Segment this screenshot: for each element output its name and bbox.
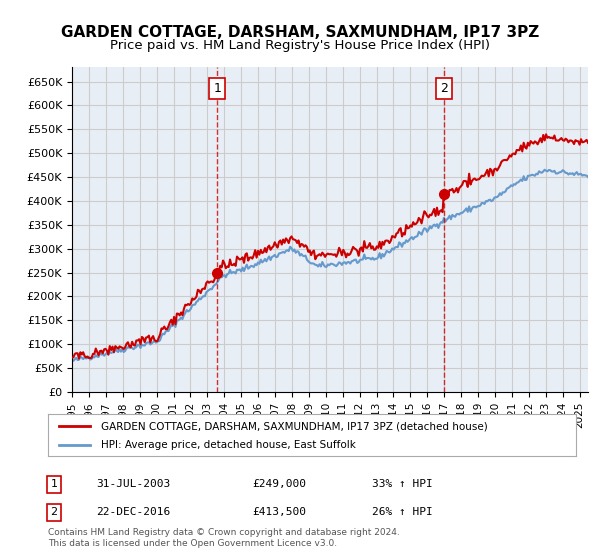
Text: Contains HM Land Registry data © Crown copyright and database right 2024.
This d: Contains HM Land Registry data © Crown c…	[48, 528, 400, 548]
Text: Price paid vs. HM Land Registry's House Price Index (HPI): Price paid vs. HM Land Registry's House …	[110, 39, 490, 52]
Text: 26% ↑ HPI: 26% ↑ HPI	[372, 507, 433, 517]
Text: 1: 1	[213, 82, 221, 95]
Text: GARDEN COTTAGE, DARSHAM, SAXMUNDHAM, IP17 3PZ (detached house): GARDEN COTTAGE, DARSHAM, SAXMUNDHAM, IP1…	[101, 421, 488, 431]
Text: £413,500: £413,500	[252, 507, 306, 517]
Text: 1: 1	[50, 479, 58, 489]
Text: 33% ↑ HPI: 33% ↑ HPI	[372, 479, 433, 489]
Text: GARDEN COTTAGE, DARSHAM, SAXMUNDHAM, IP17 3PZ: GARDEN COTTAGE, DARSHAM, SAXMUNDHAM, IP1…	[61, 25, 539, 40]
Text: 2: 2	[440, 82, 448, 95]
Text: HPI: Average price, detached house, East Suffolk: HPI: Average price, detached house, East…	[101, 440, 356, 450]
Text: 31-JUL-2003: 31-JUL-2003	[96, 479, 170, 489]
Text: 2: 2	[50, 507, 58, 517]
Text: £249,000: £249,000	[252, 479, 306, 489]
Text: 22-DEC-2016: 22-DEC-2016	[96, 507, 170, 517]
